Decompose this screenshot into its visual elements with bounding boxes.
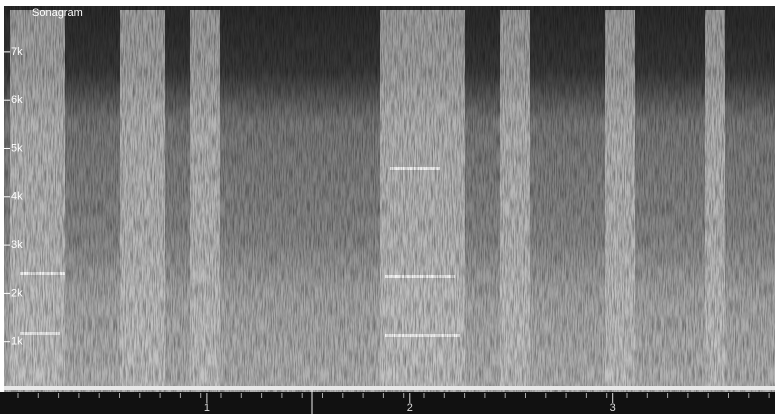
x-tick-label: 2 — [407, 402, 413, 414]
time-ruler — [0, 392, 775, 414]
y-tick-label: 1k — [11, 336, 23, 348]
view-title: Sonagram — [32, 7, 83, 19]
sonagram-view: Sonagram 1k 2k 3k 4k 5k 6k 7k 1 2 3 — [0, 0, 775, 414]
y-tick-label: 3k — [11, 239, 23, 251]
baseline — [4, 386, 775, 390]
x-tick-label: 3 — [610, 402, 616, 414]
y-tick-label: 2k — [11, 287, 23, 299]
y-tick-label: 5k — [11, 142, 23, 154]
x-tick-label: 1 — [204, 402, 210, 414]
y-tick-label: 7k — [11, 46, 23, 58]
spectrogram-texture — [4, 6, 775, 392]
y-tick-label: 4k — [11, 191, 23, 203]
y-tick-label: 6k — [11, 94, 23, 106]
